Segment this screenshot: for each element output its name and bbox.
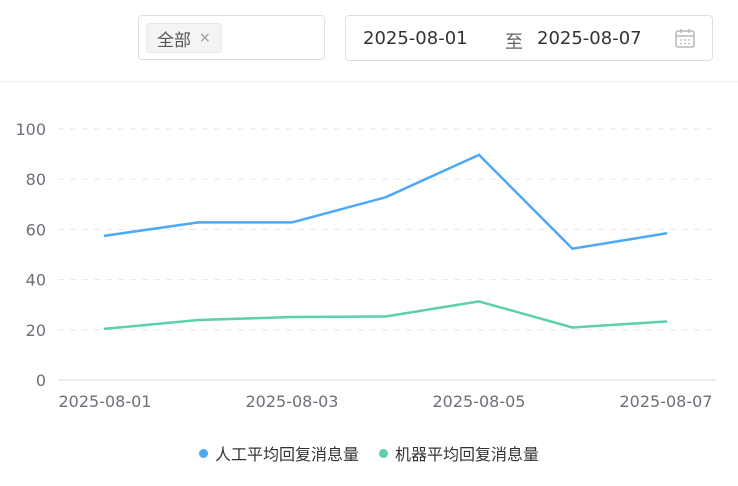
series-line-1 [103,153,668,250]
line-chart: 0 20 40 60 80 100 2025-08-01 2025-08-03 2025-08-… [0,82,738,486]
legend-label: 人工平均回复消息量 [214,445,359,464]
data-point [290,315,294,319]
legend-dot-icon [198,448,208,458]
data-point [664,232,668,235]
series-line-2 [103,300,668,331]
x-tick-label: 2025-08-07 [620,392,713,411]
data-point [384,196,387,199]
line-chart-svg: 0 20 40 60 80 100 2025-08-01 2025-08-03 2025-08-… [15,120,716,411]
chart-legend: 人工平均回复消息量 机器平均回复消息量 [0,441,738,465]
channel-tag-label: 全部 [157,30,191,51]
data-point [571,326,574,329]
data-point [477,153,481,157]
x-tick-label: 2025-08-05 [433,392,526,411]
date-range-separator: 至 [505,32,523,53]
date-range-picker[interactable]: 2025-08-01 至 2025-08-07 [345,15,713,61]
legend-dot-icon [379,448,388,458]
y-tick-label: 40 [26,271,46,290]
data-point [384,315,387,318]
x-tick-label: 2025-08-03 [246,392,339,411]
x-tick-label: 2025-08-01 [59,392,152,411]
start-date-input[interactable]: 2025-08-01 [363,28,468,49]
data-point [103,234,107,237]
data-point [197,318,200,322]
y-tick-label: 80 [26,170,46,189]
y-tick-label: 60 [26,220,46,239]
data-point [103,327,107,330]
legend-label: 机器平均回复消息量 [395,445,540,464]
legend-item[interactable]: 机器平均回复消息量 [379,441,539,465]
end-date-input[interactable]: 2025-08-07 [537,28,642,49]
legend-item[interactable]: 人工平均回复消息量 [198,441,359,465]
data-point [664,320,668,323]
channel-tag: 全部 × [146,23,222,53]
close-icon[interactable]: × [199,30,211,46]
channel-select[interactable]: 全部 × [138,15,325,60]
filter-bar: 全部 × 2025-08-01 至 2025-08-07 [0,0,738,82]
data-point [290,221,294,224]
data-point [571,247,574,250]
data-point [197,221,200,224]
y-tick-label: 20 [26,321,46,340]
y-tick-label: 100 [15,120,46,139]
data-point [477,300,481,303]
calendar-icon[interactable] [674,27,696,49]
y-tick-label: 0 [36,371,46,390]
